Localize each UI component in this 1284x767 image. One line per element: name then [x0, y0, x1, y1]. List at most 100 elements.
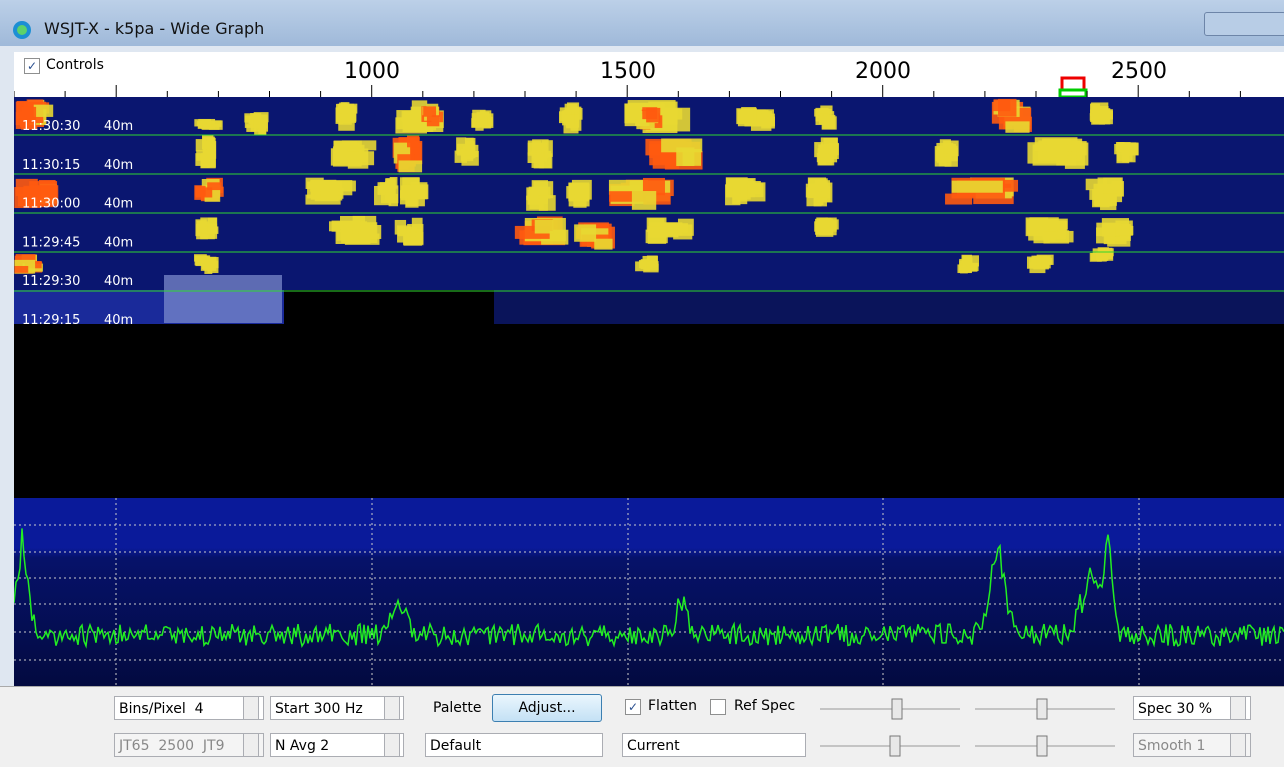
signal-trace — [202, 135, 213, 149]
signal-trace — [423, 106, 436, 116]
signal-trace — [943, 140, 959, 156]
signal-trace — [528, 190, 540, 205]
signal-trace — [349, 145, 364, 158]
palette-label: Palette — [433, 700, 482, 716]
row-band: 40m — [104, 197, 133, 212]
palette-select[interactable]: Default — [425, 733, 603, 757]
tx-marker — [1060, 90, 1086, 97]
signal-trace — [407, 136, 419, 148]
spectrum — [14, 498, 1284, 686]
signal-trace — [164, 275, 282, 323]
scale-label: 1500 — [600, 59, 656, 84]
signal-trace — [726, 178, 756, 190]
row-band: 40m — [104, 274, 133, 289]
signal-trace — [195, 186, 205, 197]
signal-trace — [819, 221, 836, 236]
signal-trace — [648, 261, 658, 267]
scale-label: 2500 — [1111, 59, 1167, 84]
spin[interactable] — [1230, 696, 1246, 720]
signal-trace — [305, 195, 340, 205]
signal-trace — [338, 114, 354, 131]
signal-trace — [1035, 137, 1078, 151]
window: WSJT-X - k5pa - Wide Graph ✓ Controls 10… — [0, 0, 1284, 767]
signal-trace — [1091, 102, 1108, 119]
signal-trace — [1105, 252, 1114, 261]
signal-trace — [1100, 194, 1116, 210]
scale-label: 1000 — [344, 59, 400, 84]
sliders[interactable] — [810, 687, 1130, 767]
flatten-checkbox[interactable]: ✓ — [625, 699, 641, 715]
row-band: 40m — [104, 313, 133, 328]
signal-trace — [574, 184, 584, 200]
rx-marker — [1062, 78, 1084, 90]
spin[interactable] — [1230, 733, 1246, 757]
row-time: 11:30:30 — [22, 119, 80, 134]
row-time: 11:29:15 — [22, 313, 80, 328]
row-band: 40m — [104, 119, 133, 134]
signal-trace — [1116, 226, 1134, 235]
signal-trace — [736, 108, 757, 124]
signal-trace — [475, 122, 483, 131]
signal-trace — [819, 109, 829, 124]
signal-trace — [1121, 143, 1138, 155]
signal-trace — [207, 182, 221, 190]
waterfall: 11:30:30 40m 11:30:15 40m 11:30:00 40m 11:29:4… — [14, 97, 1284, 498]
signal-trace — [1005, 121, 1029, 132]
mode-box[interactable]: JT65 2500 JT9 — [114, 733, 264, 757]
row-time: 11:30:15 — [22, 158, 80, 173]
signal-trace — [534, 151, 544, 169]
signal-trace — [961, 264, 977, 271]
frequency-scale: ✓ Controls 1000 1500 2000 2500 — [14, 52, 1284, 97]
spin[interactable] — [384, 696, 400, 720]
title-bar: WSJT-X - k5pa - Wide Graph — [0, 0, 1284, 46]
signal-trace — [535, 220, 553, 234]
signal-trace — [411, 182, 428, 199]
spin[interactable] — [243, 733, 259, 757]
signal-trace — [258, 122, 266, 135]
bins-pixel-label: Bins/Pixel — [119, 701, 186, 717]
signal-trace — [204, 266, 212, 274]
signal-trace — [761, 114, 775, 129]
control-panel: Bins/Pixel 4 Start 300 Hz JT65 2500 JT9 … — [0, 686, 1284, 767]
signal-trace — [202, 226, 219, 234]
bins-pixel-box[interactable]: Bins/Pixel 4 — [114, 696, 264, 720]
row-time: 11:30:00 — [22, 197, 80, 212]
spectrum-select[interactable]: Current — [622, 733, 806, 757]
signal-trace — [310, 180, 329, 191]
signal-trace — [994, 99, 1011, 111]
signal-trace — [815, 180, 830, 198]
signal-trace — [34, 105, 53, 117]
signal-trace — [632, 191, 656, 210]
signal-trace — [567, 102, 579, 113]
signal-trace — [332, 221, 361, 232]
window-title: WSJT-X - k5pa - Wide Graph — [44, 19, 264, 38]
waterfall-band — [494, 290, 1284, 324]
row-band: 40m — [104, 158, 133, 173]
window-buttons[interactable] — [1204, 12, 1284, 36]
signal-trace — [427, 116, 439, 126]
signal-trace — [248, 116, 260, 124]
spin[interactable] — [243, 696, 259, 720]
bins-pixel-value: 4 — [195, 701, 204, 717]
signal-trace — [201, 123, 214, 128]
signal-trace — [378, 182, 393, 195]
signal-trace — [661, 139, 702, 153]
scale-ticks: 1000 1500 2000 2500 — [14, 52, 1284, 97]
signal-trace — [574, 224, 596, 241]
scale-label: 2000 — [855, 59, 911, 84]
signal-trace — [194, 254, 207, 261]
row-band: 40m — [104, 235, 133, 250]
signal-trace — [399, 160, 423, 172]
row-time: 11:29:45 — [22, 235, 80, 250]
flatten-label: Flatten — [648, 698, 697, 714]
adjust-button[interactable]: Adjust... — [492, 694, 602, 722]
signal-trace — [465, 138, 474, 156]
ref-spec-checkbox[interactable] — [710, 699, 726, 715]
spin[interactable] — [384, 733, 400, 757]
ref-spec-label: Ref Spec — [734, 698, 795, 714]
signal-trace — [641, 259, 649, 269]
signal-trace — [660, 223, 688, 232]
row-time: 11:29:30 — [22, 274, 80, 289]
signal-trace — [1027, 219, 1058, 234]
signal-trace — [1103, 178, 1122, 194]
